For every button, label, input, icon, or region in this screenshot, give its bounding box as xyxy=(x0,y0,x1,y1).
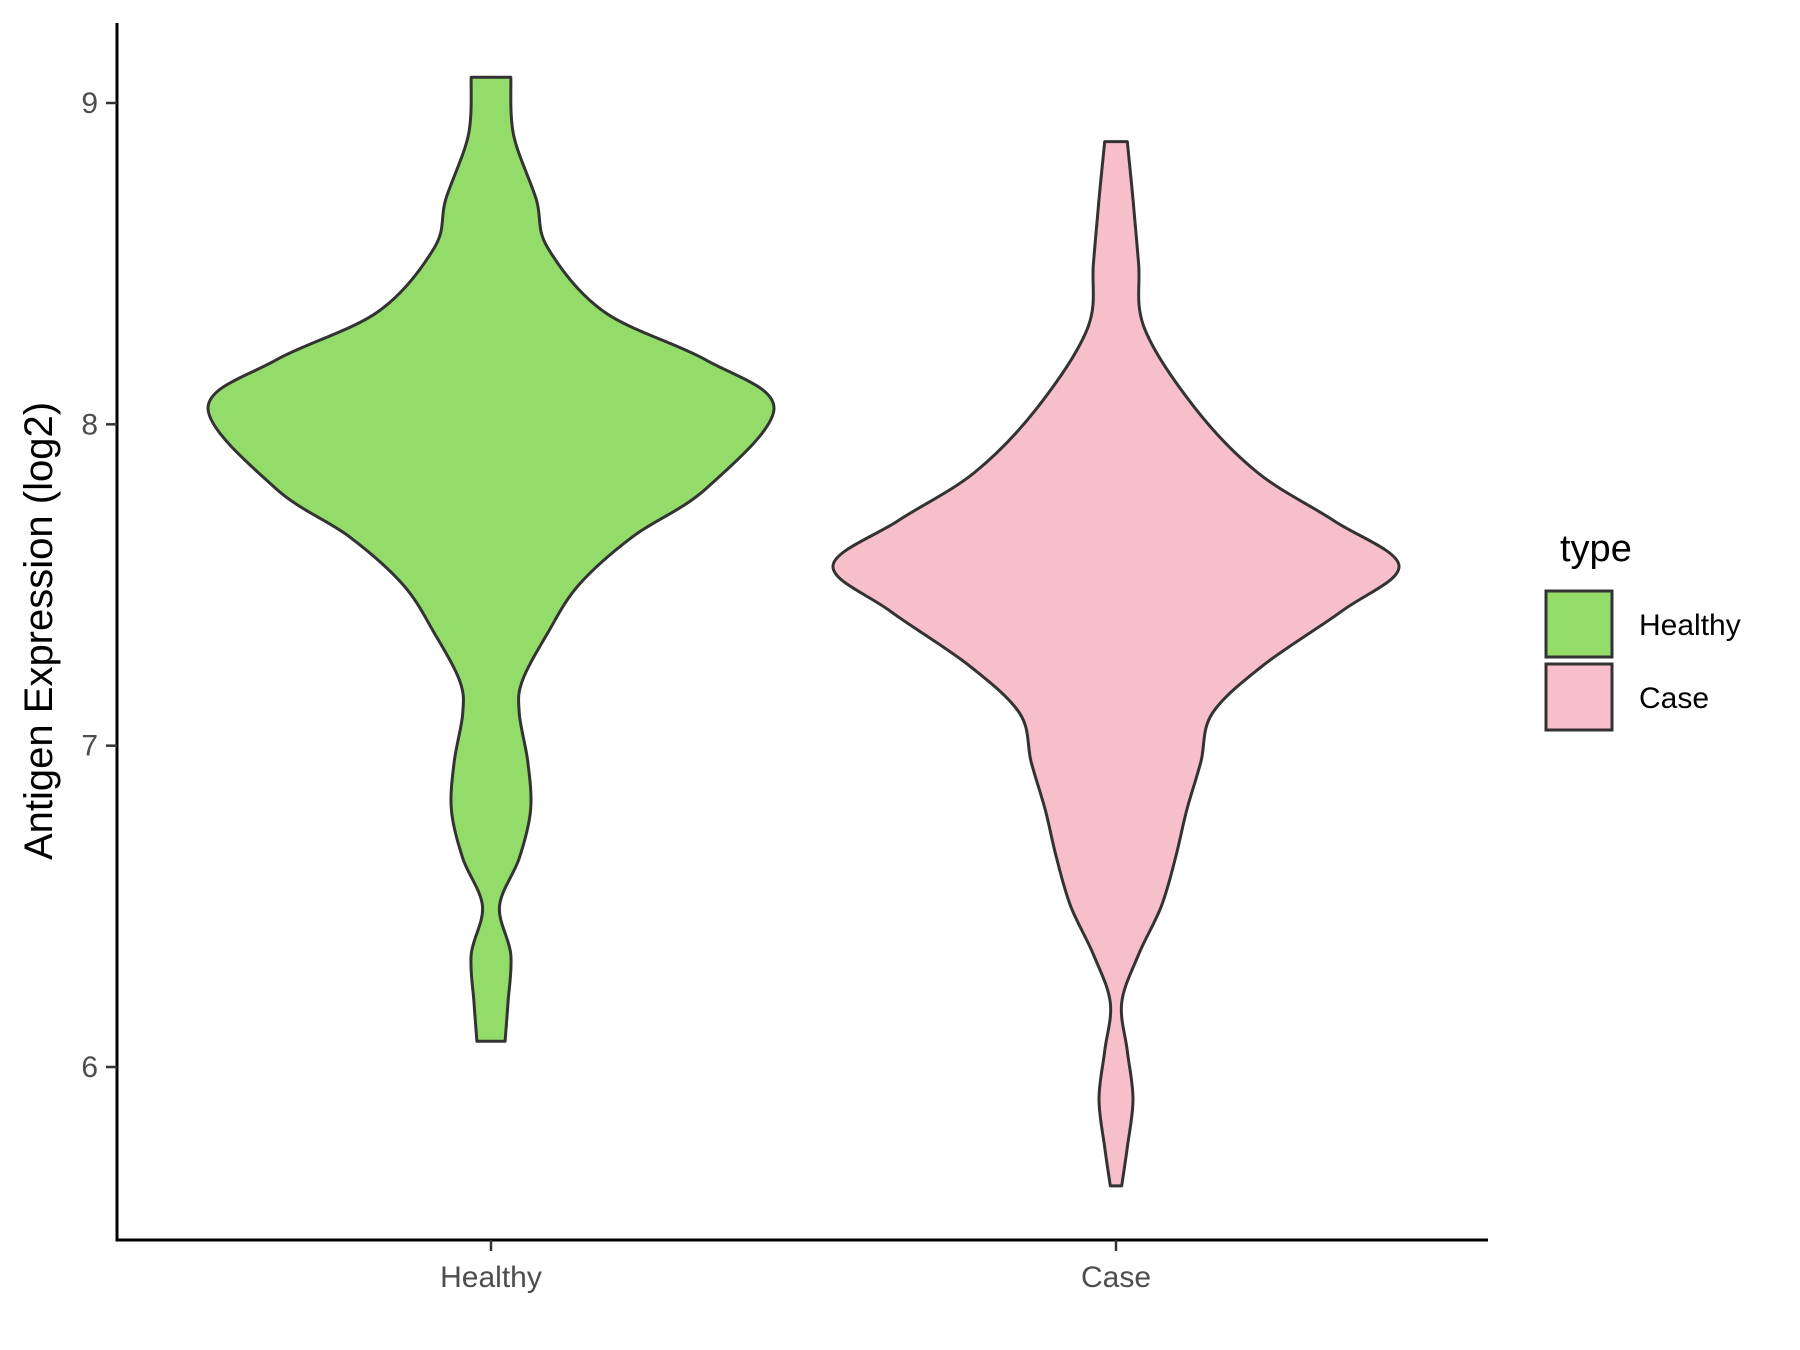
y-tick-label: 8 xyxy=(81,408,98,441)
y-tick-label: 9 xyxy=(81,87,98,120)
y-axis-title: Antigen Expression (log2) xyxy=(17,402,61,860)
legend-key-healthy xyxy=(1544,589,1614,659)
legend-title: type xyxy=(1560,528,1632,570)
y-tick-label: 7 xyxy=(81,730,98,763)
y-tick-label: 6 xyxy=(81,1051,98,1084)
legend-label-case: Case xyxy=(1639,682,1709,715)
x-axis-ticks: Healthy Case xyxy=(440,1240,1151,1294)
x-tick-label: Case xyxy=(1081,1261,1151,1294)
y-axis-ticks: 6 7 8 9 xyxy=(81,87,117,1084)
x-tick-label: Healthy xyxy=(440,1261,542,1294)
violin-layer xyxy=(206,75,1401,1188)
legend: type Healthy Case xyxy=(1544,528,1741,732)
legend-label-healthy: Healthy xyxy=(1639,609,1741,642)
violin-healthy xyxy=(206,75,776,1043)
violin-case xyxy=(831,140,1401,1188)
legend-key-case xyxy=(1544,662,1614,732)
